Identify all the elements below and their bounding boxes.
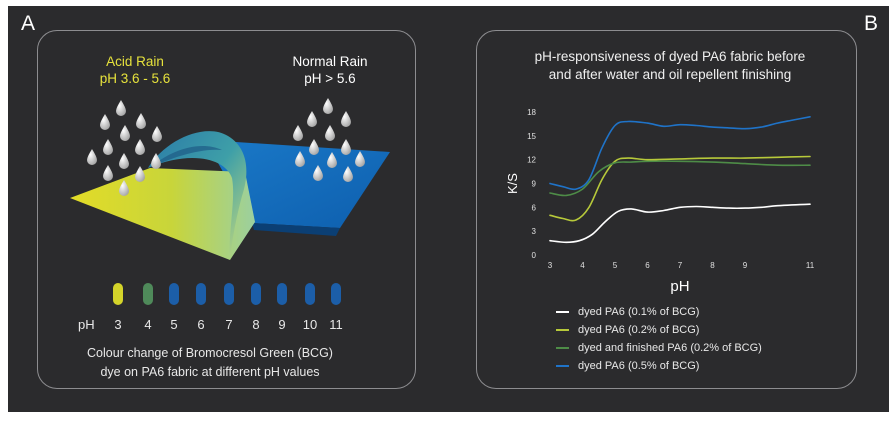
rain-drop bbox=[87, 149, 97, 165]
y-tick-label: 12 bbox=[527, 156, 536, 165]
legend-label: dyed PA6 (0.5% of BCG) bbox=[578, 359, 700, 372]
rain-drop bbox=[295, 151, 305, 167]
ph-scale-label: pH bbox=[78, 317, 95, 332]
ph-value: 10 bbox=[302, 317, 318, 332]
chart-title: pH-responsiveness of dyed PA6 fabric bef… bbox=[505, 48, 835, 84]
legend-label: dyed PA6 (0.1% of BCG) bbox=[578, 305, 700, 318]
legend-item: dyed PA6 (0.1% of BCG) bbox=[556, 304, 699, 319]
x-tick-label: 11 bbox=[806, 261, 815, 270]
ph-value: 4 bbox=[144, 317, 152, 332]
normal-rain-title: Normal Rain bbox=[292, 54, 368, 69]
rain-drop bbox=[151, 153, 161, 169]
rain-drop bbox=[116, 100, 126, 116]
normal-rain-drops bbox=[293, 98, 365, 182]
rain-drop bbox=[313, 165, 323, 181]
normal-rain-label: Normal Rain pH > 5.6 bbox=[255, 53, 405, 87]
x-tick-label: 5 bbox=[613, 261, 618, 270]
x-tick-label: 3 bbox=[548, 261, 553, 270]
ph-pill-3 bbox=[113, 283, 123, 305]
rain-drop bbox=[103, 165, 113, 181]
caption-line-2: dye on PA6 fabric at different pH values bbox=[100, 365, 320, 379]
x-tick-label: 7 bbox=[678, 261, 683, 270]
rain-drop bbox=[120, 125, 130, 141]
ph-pill-9 bbox=[277, 283, 287, 305]
legend-swatch-2 bbox=[556, 346, 569, 349]
ph-value: 6 bbox=[197, 317, 205, 332]
ph-pill-7 bbox=[224, 283, 234, 305]
ph-pill-4 bbox=[143, 283, 153, 305]
rain-drop bbox=[152, 126, 162, 142]
ph-value: 7 bbox=[225, 317, 233, 332]
legend-item: dyed and finished PA6 (0.2% of BCG) bbox=[556, 340, 762, 355]
y-tick-label: 6 bbox=[532, 203, 537, 212]
x-axis-title: pH bbox=[670, 278, 689, 295]
rain-drop bbox=[309, 139, 319, 155]
ph-value: 5 bbox=[170, 317, 178, 332]
rain-drop bbox=[119, 180, 129, 196]
y-tick-label: 15 bbox=[527, 132, 536, 141]
caption-line-1: Colour change of Bromocresol Green (BCG) bbox=[87, 346, 333, 360]
rain-drop bbox=[136, 113, 146, 129]
legend-item: dyed PA6 (0.5% of BCG) bbox=[556, 358, 699, 373]
rain-drop bbox=[119, 153, 129, 169]
rain-drop bbox=[100, 114, 110, 130]
rain-drop bbox=[341, 139, 351, 155]
ph-pill-10 bbox=[305, 283, 315, 305]
ph-pill-11 bbox=[331, 283, 341, 305]
acid-rain-label: Acid Rain pH 3.6 - 5.6 bbox=[60, 53, 210, 87]
x-tick-label: 8 bbox=[710, 261, 715, 270]
acid-rain-range: pH 3.6 - 5.6 bbox=[99, 71, 171, 86]
rain-drop bbox=[307, 111, 317, 127]
x-tick-label: 6 bbox=[645, 261, 650, 270]
rain-drop bbox=[355, 151, 365, 167]
y-tick-label: 3 bbox=[532, 227, 537, 236]
x-tick-label: 9 bbox=[743, 261, 748, 270]
legend-label: dyed PA6 (0.2% of BCG) bbox=[578, 323, 700, 336]
rain-drop bbox=[325, 125, 335, 141]
normal-rain-range: pH > 5.6 bbox=[304, 71, 356, 86]
legend-swatch-0 bbox=[556, 310, 569, 313]
rain-drop bbox=[103, 139, 113, 155]
rain-drop bbox=[293, 125, 303, 141]
chart-axes: 0 3 6 9 12 15 18 3 4 5 6 7 8 9 11 pH K/S bbox=[505, 108, 815, 295]
panel-a-caption: Colour change of Bromocresol Green (BCG)… bbox=[50, 344, 370, 382]
rain-drop bbox=[327, 152, 337, 168]
series-line-3 bbox=[549, 116, 811, 191]
ph-value: 3 bbox=[114, 317, 122, 332]
acid-rain-drops bbox=[87, 100, 162, 196]
legend-item: dyed PA6 (0.2% of BCG) bbox=[556, 322, 699, 337]
ph-pill-8 bbox=[251, 283, 261, 305]
legend-label: dyed and finished PA6 (0.2% of BCG) bbox=[578, 341, 762, 354]
ph-pill-5 bbox=[169, 283, 179, 305]
rain-drop bbox=[343, 166, 353, 182]
series-line-2 bbox=[549, 160, 811, 197]
y-tick-label: 0 bbox=[532, 251, 537, 260]
panel-a-letter: A bbox=[21, 12, 36, 35]
rain-drop bbox=[135, 166, 145, 182]
legend-swatch-1 bbox=[556, 328, 569, 331]
y-axis-title: K/S bbox=[505, 173, 520, 194]
ph-value: 9 bbox=[278, 317, 286, 332]
fabric-curl bbox=[148, 131, 247, 260]
series-line-0 bbox=[549, 203, 811, 244]
y-tick-label: 9 bbox=[532, 180, 537, 189]
ph-value: 11 bbox=[329, 317, 343, 332]
ph-value: 8 bbox=[252, 317, 260, 332]
acid-rain-title: Acid Rain bbox=[106, 54, 164, 69]
series-line-1 bbox=[549, 155, 811, 222]
yellow-fabric bbox=[70, 168, 255, 260]
x-tick-label: 4 bbox=[580, 261, 585, 270]
rain-drop bbox=[323, 98, 333, 114]
y-tick-label: 18 bbox=[527, 108, 536, 117]
panel-b-letter: B bbox=[864, 12, 879, 35]
legend-swatch-3 bbox=[556, 364, 569, 367]
rain-drop bbox=[341, 111, 351, 127]
rain-drop bbox=[135, 139, 145, 155]
chart-title-line-1: pH-responsiveness of dyed PA6 fabric bef… bbox=[534, 49, 806, 64]
chart-series bbox=[549, 116, 811, 244]
ph-pill-6 bbox=[196, 283, 206, 305]
chart-title-line-2: and after water and oil repellent finish… bbox=[548, 67, 792, 82]
